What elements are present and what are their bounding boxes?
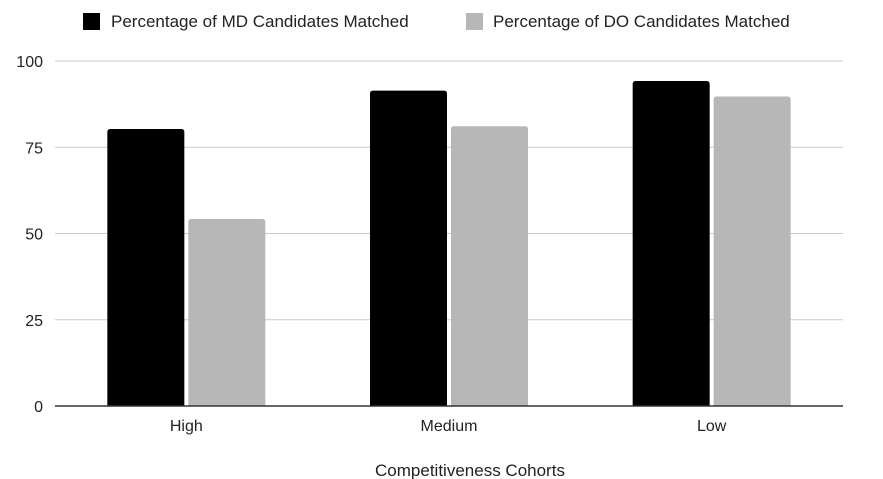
legend-label-md: Percentage of MD Candidates Matched — [111, 12, 409, 31]
bar-do-high — [188, 219, 266, 406]
y-tick-label: 25 — [25, 313, 43, 330]
legend-swatch-md — [83, 13, 100, 30]
legend: Percentage of MD Candidates Matched Perc… — [83, 12, 790, 31]
y-tick-label: 75 — [25, 140, 43, 157]
bar-md-high — [107, 128, 185, 406]
x-tick-label: Low — [697, 418, 727, 435]
x-tick-label: Medium — [421, 418, 478, 435]
x-axis-ticks: High Medium Low — [170, 418, 727, 435]
bar-md-low — [632, 81, 710, 406]
x-tick-label: High — [170, 418, 203, 435]
y-tick-label: 0 — [34, 399, 43, 416]
x-axis-label: Competitiveness Cohorts — [375, 461, 565, 479]
bars — [107, 81, 791, 407]
bar-do-low — [713, 96, 791, 406]
legend-label-do: Percentage of DO Candidates Matched — [493, 12, 790, 31]
bar-md-medium — [370, 90, 447, 407]
gridlines — [55, 60, 843, 321]
bar-do-medium — [451, 126, 528, 406]
y-tick-label: 50 — [25, 227, 43, 244]
legend-swatch-do — [466, 13, 483, 30]
y-axis-ticks: 0 25 50 75 100 — [16, 54, 43, 416]
y-tick-label: 100 — [16, 54, 43, 71]
